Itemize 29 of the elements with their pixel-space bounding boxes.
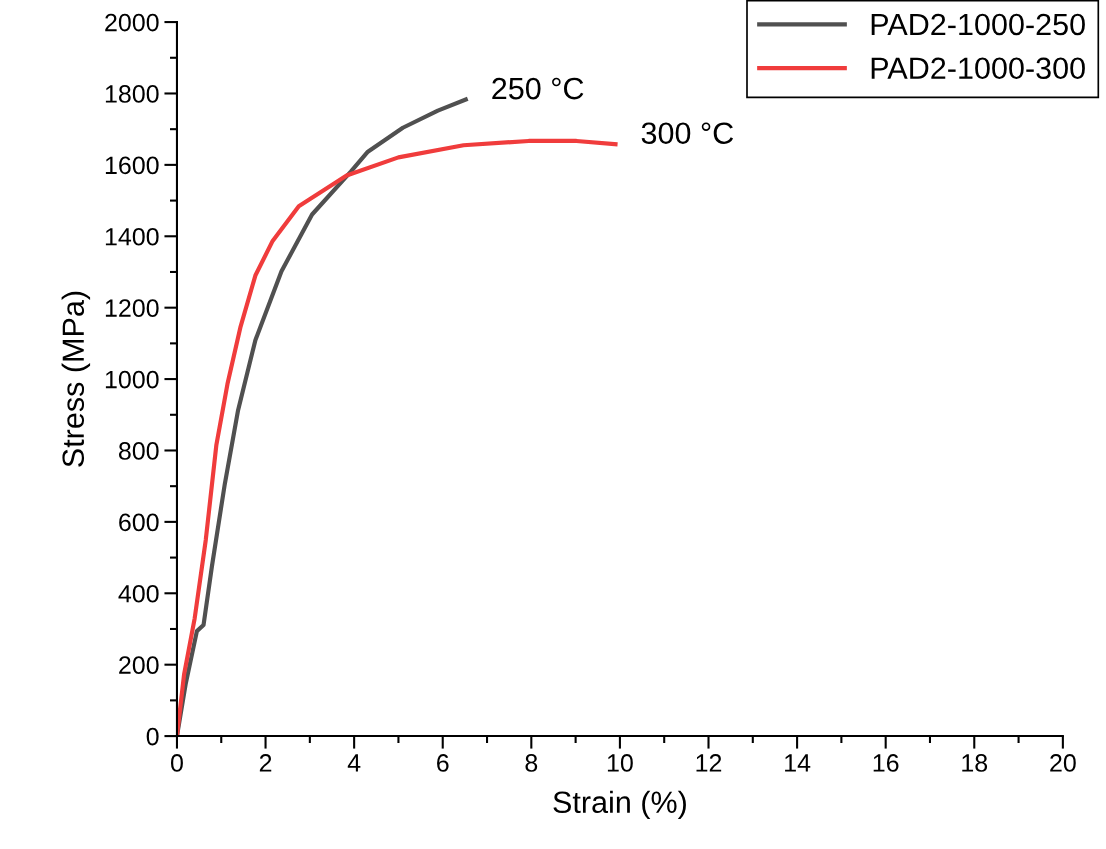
y-tick-label: 200 (119, 656, 159, 674)
y-tick-label: 600 (119, 513, 159, 532)
x-tick-label: 12 (696, 754, 722, 772)
y-tick-label: 1800 (105, 85, 159, 103)
x-tick-label: 0 (170, 754, 183, 772)
y-tick-label: 0 (146, 727, 159, 746)
annotation: 250 °C (492, 77, 584, 100)
y-tick-label: 2000 (105, 13, 159, 32)
x-tick-label: 8 (525, 754, 538, 772)
y-tick-label: 800 (118, 442, 159, 460)
x-tick-label: 4 (347, 754, 361, 772)
y-axis-title: Stress (MPa) (61, 291, 91, 467)
y-tick-label: 1600 (105, 156, 159, 175)
x-tick-label: 14 (785, 754, 811, 772)
x-tick-label: 2 (259, 754, 272, 772)
legend-label: PAD2-1000-250 (871, 13, 1085, 36)
x-tick-label: 10 (607, 754, 633, 772)
y-tick-label: 1400 (105, 227, 159, 246)
annotation: 300 °C (641, 122, 734, 145)
y-tick-label: 1200 (105, 299, 159, 317)
x-tick-label: 16 (873, 754, 899, 772)
x-axis-title: Strain (%) (553, 790, 686, 820)
x-tick-label: 18 (962, 754, 988, 772)
y-tick-label: 400 (118, 584, 159, 603)
x-tick-label: 20 (1050, 754, 1076, 772)
x-tick-label: 6 (437, 754, 449, 772)
legend-label: PAD2-1000-300 (871, 57, 1085, 80)
line-series (176, 138, 618, 737)
y-tick-label: 1000 (105, 370, 159, 389)
